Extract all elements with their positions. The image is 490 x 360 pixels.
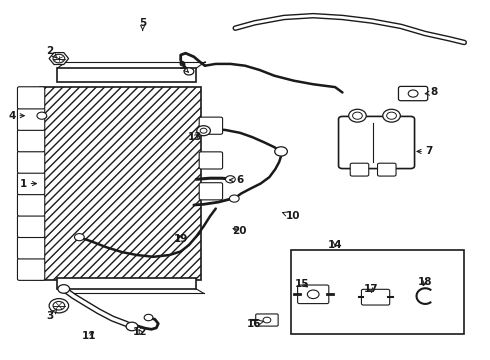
Circle shape (263, 317, 271, 323)
Circle shape (184, 68, 194, 75)
FancyBboxPatch shape (199, 117, 222, 134)
Circle shape (37, 112, 47, 119)
FancyBboxPatch shape (18, 130, 45, 152)
Text: 12: 12 (133, 327, 147, 337)
FancyBboxPatch shape (18, 258, 45, 280)
Circle shape (229, 195, 239, 202)
Polygon shape (49, 53, 69, 64)
Text: 14: 14 (328, 240, 343, 250)
Text: 20: 20 (232, 226, 246, 236)
Circle shape (58, 285, 70, 293)
Circle shape (74, 234, 84, 241)
Text: 16: 16 (246, 319, 264, 329)
Circle shape (225, 176, 235, 183)
Bar (40, 87, 201, 280)
Circle shape (49, 298, 69, 313)
Circle shape (200, 128, 207, 133)
Text: 13: 13 (188, 132, 202, 142)
Circle shape (275, 147, 288, 156)
Circle shape (349, 109, 366, 122)
Circle shape (307, 290, 319, 298)
Text: 4: 4 (8, 111, 24, 121)
Text: 8: 8 (425, 87, 438, 98)
Text: 18: 18 (418, 277, 433, 287)
Text: 3: 3 (47, 309, 57, 321)
FancyBboxPatch shape (199, 152, 222, 169)
Text: 7: 7 (417, 147, 433, 157)
FancyBboxPatch shape (18, 151, 45, 173)
FancyBboxPatch shape (377, 163, 396, 176)
Text: 9: 9 (178, 61, 188, 72)
FancyBboxPatch shape (256, 314, 278, 326)
FancyBboxPatch shape (18, 215, 45, 238)
Circle shape (53, 301, 65, 310)
Circle shape (53, 54, 65, 63)
FancyBboxPatch shape (18, 237, 45, 259)
Text: 2: 2 (47, 46, 57, 58)
FancyBboxPatch shape (362, 289, 390, 305)
Circle shape (383, 109, 400, 122)
Circle shape (408, 90, 418, 97)
FancyBboxPatch shape (18, 194, 45, 216)
Text: 11: 11 (82, 331, 97, 341)
Bar (57, 278, 196, 289)
FancyBboxPatch shape (297, 285, 329, 303)
Text: 5: 5 (139, 18, 147, 31)
Text: 10: 10 (282, 211, 300, 221)
FancyBboxPatch shape (199, 183, 222, 200)
FancyBboxPatch shape (350, 163, 369, 176)
Text: 6: 6 (229, 175, 244, 185)
Bar (57, 68, 196, 82)
Circle shape (197, 126, 210, 136)
Circle shape (387, 112, 396, 119)
FancyBboxPatch shape (18, 108, 45, 130)
FancyBboxPatch shape (398, 86, 428, 101)
Bar (291, 249, 464, 334)
Text: 15: 15 (295, 279, 310, 289)
Text: 19: 19 (173, 234, 188, 244)
Text: 17: 17 (364, 284, 378, 294)
Text: 1: 1 (20, 179, 37, 189)
Circle shape (144, 314, 153, 321)
FancyBboxPatch shape (18, 172, 45, 195)
Circle shape (126, 322, 138, 331)
Circle shape (353, 112, 362, 119)
FancyBboxPatch shape (339, 116, 415, 168)
FancyBboxPatch shape (18, 87, 45, 109)
